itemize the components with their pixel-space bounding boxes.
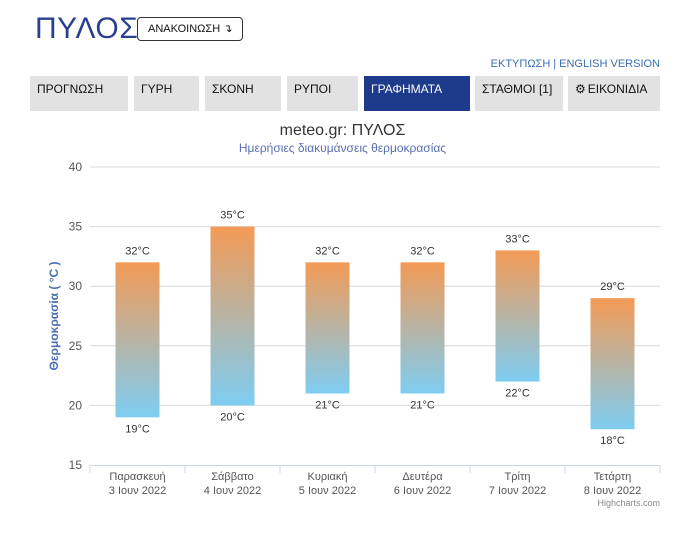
english-version-link[interactable]: ENGLISH VERSION	[559, 58, 660, 70]
high-temp-label: 35°C	[220, 210, 245, 222]
tab-widgets[interactable]: ⚙ ΕΙΚΟΝΙΔΙΑ	[568, 76, 660, 111]
chart-title: meteo.gr: ΠΥΛΟΣ	[279, 122, 406, 139]
x-category-day: Σάββατο	[211, 471, 253, 483]
x-category-date: 6 Ιουν 2022	[394, 485, 451, 497]
low-temp-label: 19°C	[125, 423, 150, 435]
tab-dust[interactable]: ΣΚΟΝΗ	[205, 76, 281, 111]
x-category-date: 8 Ιουν 2022	[584, 485, 641, 497]
y-tick-label: 15	[69, 458, 83, 472]
x-category-day: Κυριακή	[307, 471, 347, 483]
x-category-day: Τετάρτη	[594, 471, 632, 483]
tab-label: ΡΥΠΟΙ	[294, 82, 332, 96]
low-temp-label: 20°C	[220, 411, 245, 423]
high-temp-label: 29°C	[600, 281, 625, 293]
tab-label: ΣΚΟΝΗ	[212, 82, 254, 96]
low-temp-label: 21°C	[410, 399, 435, 411]
temperature-range-bar	[115, 262, 160, 418]
top-links: ΕΚΤΥΠΩΣΗ | ENGLISH VERSION	[491, 58, 660, 70]
tab-label: ΕΙΚΟΝΙΔΙΑ	[587, 82, 648, 96]
high-temp-label: 32°C	[410, 245, 435, 257]
x-category-date: 3 Ιουν 2022	[109, 485, 166, 497]
credits-link[interactable]: Highcharts.com	[597, 498, 660, 508]
low-temp-label: 22°C	[505, 388, 530, 400]
high-temp-label: 32°C	[125, 245, 150, 257]
tab-label: ΓΥΡΗ	[141, 82, 173, 96]
y-tick-label: 30	[69, 279, 83, 293]
tab-label: ΓΡΑΦΗΜΑΤΑ	[371, 82, 443, 96]
y-tick-label: 40	[69, 160, 83, 174]
tab-pollutants[interactable]: ΡΥΠΟΙ	[287, 76, 358, 111]
x-category-date: 5 Ιουν 2022	[299, 485, 356, 497]
y-tick-label: 35	[69, 220, 83, 234]
temperature-range-bar	[400, 262, 445, 394]
x-category-day: Δευτέρα	[402, 471, 443, 483]
low-temp-label: 18°C	[600, 435, 625, 447]
y-tick-label: 20	[69, 398, 83, 412]
high-temp-label: 33°C	[505, 233, 530, 245]
temperature-range-bar	[305, 262, 350, 394]
low-temp-label: 21°C	[315, 399, 340, 411]
x-category-date: 4 Ιουν 2022	[204, 485, 261, 497]
print-link[interactable]: ΕΚΤΥΠΩΣΗ	[490, 58, 551, 70]
y-axis-title: Θερμοκρασία ( °C )	[47, 262, 61, 371]
link-separator: |	[553, 58, 557, 70]
chart-subtitle: Ημερήσιες διακυμάνσεις θερμοκρασίας	[238, 141, 447, 155]
announcement-button[interactable]: ΑΝΑΚΟΙΝΩΣΗ ↴	[137, 17, 244, 41]
y-tick-label: 25	[69, 339, 83, 353]
x-category-day: Παρασκευή	[109, 471, 165, 483]
temperature-range-bar	[495, 250, 540, 382]
x-category-date: 7 Ιουν 2022	[489, 485, 546, 497]
tab-pollen[interactable]: ΓΥΡΗ	[134, 76, 199, 111]
x-category-day: Τρίτη	[505, 471, 531, 483]
page-title: ΠΥΛΟΣ	[35, 12, 139, 45]
tab-charts[interactable]: ΓΡΑΦΗΜΑΤΑ	[364, 76, 470, 111]
temperature-range-bar	[590, 298, 635, 430]
high-temp-label: 32°C	[315, 245, 340, 257]
temperature-range-bar	[210, 226, 255, 406]
tab-label: ΣΤΑΘΜΟΙ [1]	[482, 82, 553, 96]
gear-icon: ⚙	[575, 82, 586, 96]
tab-stations[interactable]: ΣΤΑΘΜΟΙ [1]	[475, 76, 563, 111]
tab-label: ΠΡΟΓΝΩΣΗ	[37, 82, 104, 96]
tab-forecast[interactable]: ΠΡΟΓΝΩΣΗ	[30, 76, 128, 111]
